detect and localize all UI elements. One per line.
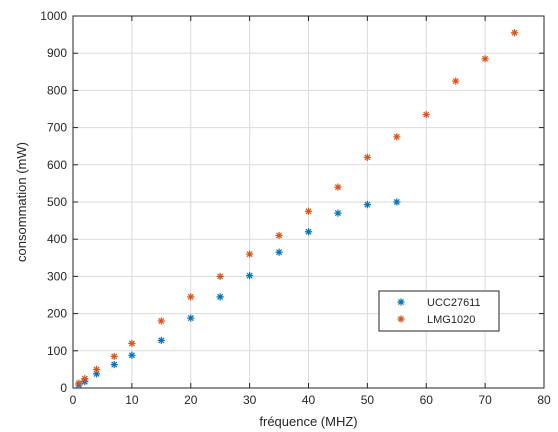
data-point bbox=[393, 198, 401, 206]
y-tick-label: 300 bbox=[47, 269, 67, 283]
data-point bbox=[393, 133, 401, 141]
data-point bbox=[363, 153, 371, 161]
data-point bbox=[481, 55, 489, 63]
data-point bbox=[92, 365, 101, 373]
y-tick-label: 400 bbox=[47, 232, 67, 246]
data-point bbox=[246, 250, 254, 258]
data-point bbox=[275, 248, 283, 256]
x-tick-label: 40 bbox=[302, 393, 316, 407]
legend-label: UCC27611 bbox=[427, 297, 481, 309]
legend: UCC27611 LMG1020 bbox=[378, 290, 500, 332]
data-point bbox=[216, 293, 224, 301]
y-tick-label: 0 bbox=[60, 381, 67, 395]
data-point bbox=[128, 339, 136, 347]
y-tick-label: 1000 bbox=[40, 9, 67, 23]
data-point bbox=[510, 29, 519, 37]
data-point bbox=[75, 379, 83, 387]
x-tick-label: 80 bbox=[537, 393, 551, 407]
data-point bbox=[304, 207, 313, 215]
x-tick-label: 60 bbox=[420, 393, 434, 407]
x-tick-label: 30 bbox=[243, 393, 257, 407]
data-point bbox=[157, 317, 165, 325]
data-point bbox=[128, 351, 136, 359]
y-tick-label: 200 bbox=[47, 307, 67, 321]
data-point bbox=[246, 272, 254, 280]
x-tick-label: 10 bbox=[125, 393, 139, 407]
legend-box bbox=[378, 290, 500, 332]
y-axis-label: consommation (mW) bbox=[14, 142, 29, 262]
data-series bbox=[75, 29, 519, 389]
axes bbox=[72, 15, 545, 389]
y-tick-label: 500 bbox=[47, 195, 67, 209]
y-tick-label: 800 bbox=[47, 83, 67, 97]
data-point bbox=[216, 272, 224, 280]
data-point bbox=[110, 360, 118, 369]
data-point bbox=[81, 375, 89, 383]
y-tick-label: 600 bbox=[47, 158, 67, 172]
x-tick-label: 50 bbox=[361, 393, 375, 407]
data-point bbox=[187, 314, 195, 322]
legend-marker bbox=[397, 315, 405, 323]
data-point bbox=[334, 209, 342, 217]
data-point bbox=[187, 293, 195, 301]
series-lmg1020 bbox=[75, 29, 519, 387]
x-axis-label: fréquence (MHZ) bbox=[259, 414, 357, 429]
data-point bbox=[452, 77, 460, 85]
y-tick-label: 900 bbox=[47, 46, 67, 60]
x-tick-label: 20 bbox=[184, 393, 198, 407]
legend-label: LMG1020 bbox=[427, 314, 475, 326]
data-point bbox=[157, 336, 165, 344]
x-tick-labels: 0 10 20 30 40 50 60 70 80 bbox=[70, 393, 551, 407]
x-tick-label: 0 bbox=[70, 393, 77, 407]
x-tick-label: 70 bbox=[478, 393, 492, 407]
y-tick-label: 700 bbox=[47, 121, 67, 135]
y-tick-labels: 0 100 200 300 400 500 600 700 800 900 1000 bbox=[40, 9, 67, 395]
data-point bbox=[275, 231, 283, 240]
legend-marker bbox=[397, 298, 405, 306]
data-point bbox=[363, 201, 371, 209]
data-point bbox=[422, 110, 430, 119]
y-tick-label: 100 bbox=[47, 344, 67, 358]
data-point bbox=[334, 183, 342, 191]
data-point bbox=[110, 352, 118, 360]
data-point bbox=[304, 228, 313, 236]
